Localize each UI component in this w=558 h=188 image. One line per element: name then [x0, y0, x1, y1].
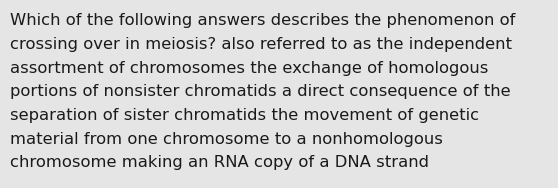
Text: Which of the following answers describes the phenomenon of: Which of the following answers describes…	[10, 13, 516, 28]
Text: crossing over in meiosis? also referred to as the independent: crossing over in meiosis? also referred …	[10, 37, 512, 52]
Text: chromosome making an RNA copy of a DNA strand: chromosome making an RNA copy of a DNA s…	[10, 155, 429, 170]
Text: portions of nonsister chromatids a direct consequence of the: portions of nonsister chromatids a direc…	[10, 84, 511, 99]
Text: separation of sister chromatids the movement of genetic: separation of sister chromatids the move…	[10, 108, 479, 123]
Text: assortment of chromosomes the exchange of homologous: assortment of chromosomes the exchange o…	[10, 61, 488, 76]
Text: material from one chromosome to a nonhomologous: material from one chromosome to a nonhom…	[10, 132, 443, 147]
